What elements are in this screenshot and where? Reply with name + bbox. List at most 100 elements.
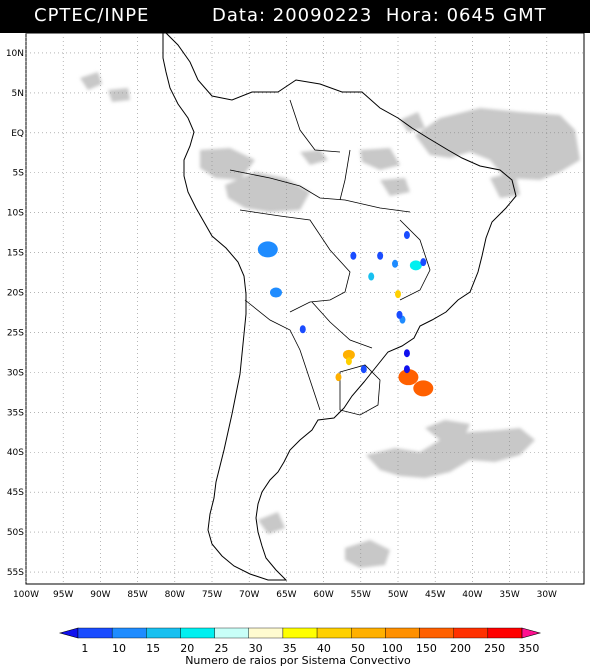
legend-swatch <box>419 627 454 639</box>
country-border <box>339 149 351 201</box>
legend-caption: Numero de raios por Sistema Convectivo <box>185 654 411 667</box>
legend-tick-label: 10 <box>112 642 126 655</box>
convective-system <box>257 241 278 258</box>
legend-tick-label: 30 <box>249 642 263 655</box>
convective-system <box>360 365 367 374</box>
legend-swatch <box>248 627 284 639</box>
country-border <box>289 99 341 153</box>
convective-system <box>345 357 352 366</box>
convective-system <box>269 287 282 298</box>
legend-tick-label: 25 <box>214 642 228 655</box>
lon-tick-label: 85W <box>127 590 147 600</box>
lon-tick-label: 35W <box>499 590 519 600</box>
legend-swatch <box>146 627 181 639</box>
legend-swatch <box>282 627 318 639</box>
convective-system <box>403 349 410 358</box>
legend-swatch <box>487 627 523 639</box>
cloud-patch <box>415 108 580 180</box>
legend-tick-label: 200 <box>450 642 471 655</box>
lon-tick-label: 90W <box>90 590 110 600</box>
legend-tick-label: 250 <box>484 642 505 655</box>
latitude-labels: 10N 5N EQ 5S 10S 15S 20S 25S 30S 35S 40S 45S 50S 55S <box>6 49 24 578</box>
lat-tick-label: 15S <box>7 249 24 259</box>
legend-swatch <box>77 627 113 639</box>
legend-arrow-left <box>58 627 79 639</box>
graticule <box>25 33 584 584</box>
lat-tick-label: EQ <box>11 129 24 139</box>
convective-system <box>377 251 384 260</box>
lat-tick-label: 55S <box>7 568 24 578</box>
cloud-patch <box>425 420 470 440</box>
legend-swatch <box>180 627 215 639</box>
legend-swatch <box>351 627 386 639</box>
convective-system <box>409 260 422 271</box>
country-border <box>311 301 373 349</box>
cloud-patch <box>366 428 535 478</box>
title-bar: CPTEC/INPE Data: 20090223 Hora: 0645 GMT <box>0 0 590 33</box>
country-border <box>244 299 321 411</box>
lon-tick-label: 45W <box>425 590 445 600</box>
lat-tick-label: 35S <box>7 408 24 418</box>
convective-system <box>420 258 427 267</box>
cloud-patch <box>80 72 102 90</box>
source-label: CPTEC/INPE <box>34 5 150 26</box>
lat-tick-label: 50S <box>7 528 24 538</box>
lat-tick-label: 40S <box>7 448 24 458</box>
coastline <box>162 28 517 581</box>
cloud-patch <box>400 112 425 132</box>
lon-tick-label: 75W <box>202 590 222 600</box>
lon-tick-label: 50W <box>388 590 408 600</box>
legend-tick-label: 40 <box>317 642 331 655</box>
cloud-patch <box>258 512 285 534</box>
convective-system <box>413 380 434 397</box>
lat-tick-label: 5N <box>12 89 24 99</box>
cloud-patch <box>380 178 410 196</box>
convective-system <box>403 365 410 374</box>
lon-tick-label: 65W <box>276 590 296 600</box>
lat-tick-label: 25S <box>7 328 24 338</box>
lat-tick-label: 5S <box>13 169 25 179</box>
convective-system <box>350 251 357 260</box>
legend-swatch <box>385 627 420 639</box>
lat-tick-label: 45S <box>7 488 24 498</box>
south-america-coast <box>162 28 517 581</box>
convective-system <box>342 349 355 360</box>
lat-tick-label: 20S <box>7 289 24 299</box>
legend-colorbar <box>58 627 542 639</box>
convective-system <box>396 310 403 319</box>
lat-tick-label: 10N <box>6 49 24 59</box>
lon-tick-label: 55W <box>351 590 371 600</box>
country-border <box>229 169 411 213</box>
legend-swatch <box>316 627 352 639</box>
legend-tick-label: 50 <box>351 642 365 655</box>
country-border <box>339 364 381 416</box>
convective-system <box>398 369 419 386</box>
convective-system <box>403 231 410 240</box>
lon-tick-label: 95W <box>53 590 73 600</box>
convective-system <box>299 325 306 334</box>
country-borders <box>229 99 431 416</box>
legend-swatch <box>111 627 147 639</box>
legend-tick-label: 150 <box>416 642 437 655</box>
legend: 1 10 15 20 25 30 35 40 50 100 150 200 250 350 Numero … <box>58 627 542 667</box>
legend-swatch <box>453 627 489 639</box>
lat-tick-label: 10S <box>7 209 24 219</box>
legend-tick-label: 350 <box>518 642 539 655</box>
legend-arrow-right <box>521 627 542 639</box>
legend-tick-label: 15 <box>146 642 160 655</box>
legend-tick-label: 35 <box>283 642 297 655</box>
country-border <box>239 209 351 313</box>
cloud-patch <box>490 172 520 198</box>
cloud-patch <box>300 150 328 165</box>
lon-tick-label: 60W <box>313 590 333 600</box>
longitude-labels: 100W 95W 90W 85W 80W 75W 70W 65W 60W 55W 50W 45W 40W… <box>13 590 557 600</box>
legend-tick-labels: 1 10 15 20 25 30 35 40 50 100 150 200 250 350 <box>81 642 539 655</box>
lon-tick-label: 80W <box>165 590 185 600</box>
lon-tick-label: 40W <box>462 590 482 600</box>
cloud-patch <box>108 88 130 102</box>
datetime-label: Data: 20090223 Hora: 0645 GMT <box>212 5 547 26</box>
lon-tick-label: 100W <box>13 590 39 600</box>
lon-tick-label: 30W <box>537 590 557 600</box>
cloud-patch <box>360 148 400 170</box>
